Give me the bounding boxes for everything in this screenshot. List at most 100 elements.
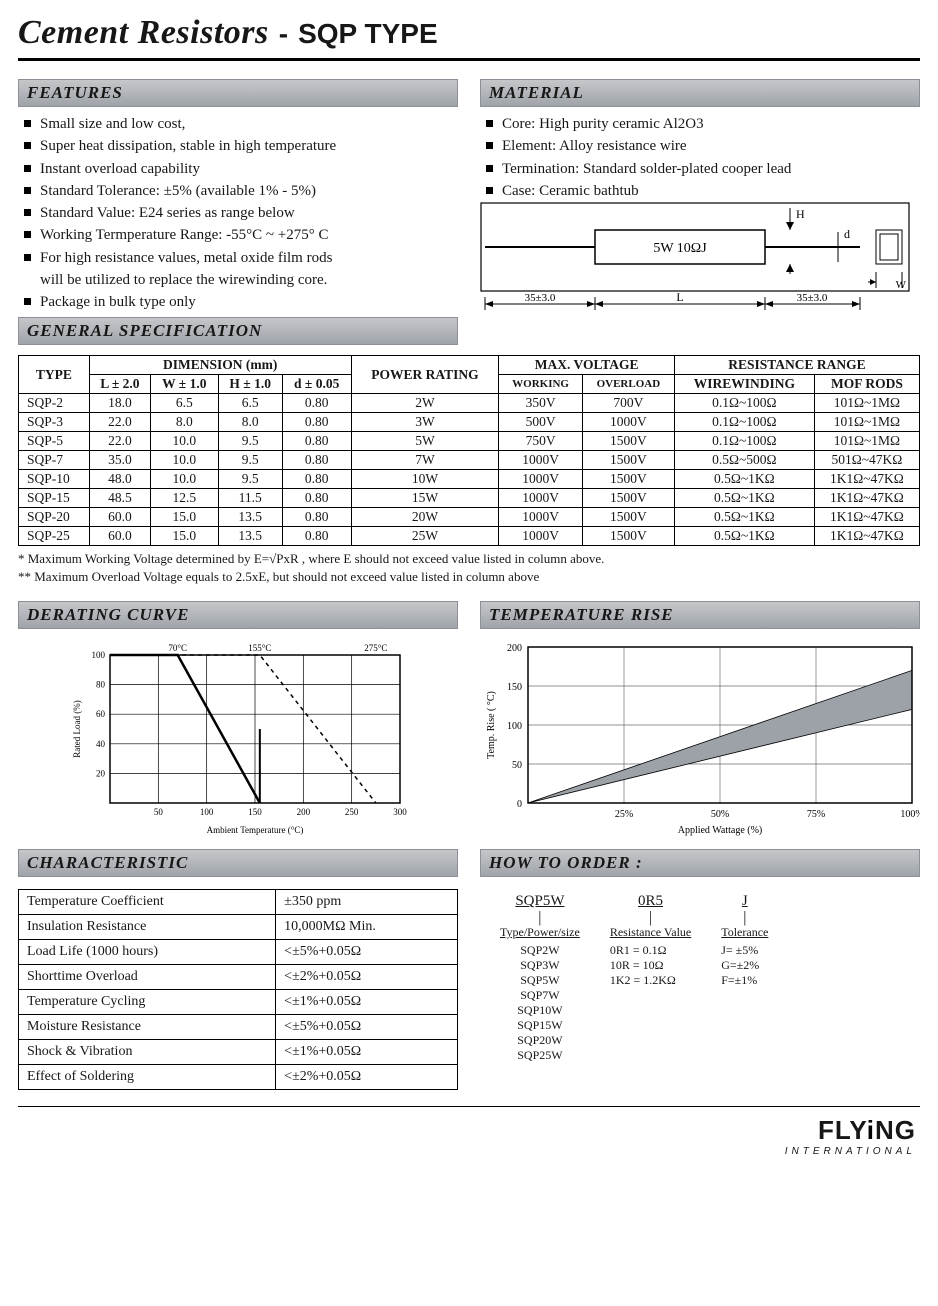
table-cell: 48.0 — [89, 470, 150, 489]
table-cell: 10.0 — [151, 451, 219, 470]
svg-text:100%: 100% — [900, 809, 920, 820]
table-cell: 13.5 — [218, 508, 282, 527]
svg-text:Temp. Rise ( °C): Temp. Rise ( °C) — [486, 691, 497, 759]
table-cell: 101Ω~1MΩ — [814, 394, 919, 413]
order-label: Type/Power/size — [500, 925, 580, 940]
svg-text:35±3.0: 35±3.0 — [525, 292, 556, 304]
svg-text:50: 50 — [154, 807, 164, 817]
table-cell: 3W — [351, 413, 499, 432]
table-cell: 6.5 — [218, 394, 282, 413]
title-sub: SQP TYPE — [298, 18, 438, 50]
table-cell: <±2%+0.05Ω — [276, 1065, 458, 1090]
table-cell: SQP-10 — [19, 470, 90, 489]
brand-part1: FLY — [818, 1115, 867, 1145]
svg-text:20: 20 — [96, 769, 106, 779]
table-cell: 7W — [351, 451, 499, 470]
table-cell: 1500V — [582, 489, 674, 508]
material-list: Core: High purity ceramic Al2O3Element: … — [480, 113, 920, 202]
table-cell: 0.80 — [282, 394, 351, 413]
table-cell: SQP-20 — [19, 508, 90, 527]
features-item: For high resistance values, metal oxide … — [22, 247, 458, 269]
table-cell: 0.1Ω~100Ω — [674, 394, 814, 413]
table-cell: 12.5 — [151, 489, 219, 508]
th-d: d ± 0.05 — [282, 375, 351, 394]
order-values: 0R1 = 0.1Ω10R = 10Ω1K2 = 1.2KΩ — [610, 940, 691, 988]
th-work: WORKING — [499, 375, 583, 394]
material-item: Element: Alloy resistance wire — [484, 135, 920, 157]
features-list: Small size and low cost,Super heat dissi… — [18, 113, 458, 313]
table-cell: 25W — [351, 527, 499, 546]
temprise-chart: 25%50%75%100%050100150200Applied Wattage… — [480, 635, 920, 837]
material-item: Core: High purity ceramic Al2O3 — [484, 113, 920, 135]
table-cell: 9.5 — [218, 470, 282, 489]
table-cell: SQP-5 — [19, 432, 90, 451]
features-heading: FEATURES — [18, 79, 458, 107]
svg-text:50: 50 — [512, 760, 522, 771]
table-cell: Load Life (1000 hours) — [19, 940, 276, 965]
th-maxv: MAX. VOLTAGE — [499, 356, 675, 375]
table-cell: SQP-7 — [19, 451, 90, 470]
material-item: Case: Ceramic bathtub — [484, 180, 920, 202]
order-label: Resistance Value — [610, 925, 691, 940]
table-cell: ±350 ppm — [276, 890, 458, 915]
svg-text:Ambient Temperature (°C): Ambient Temperature (°C) — [207, 825, 304, 835]
table-cell: 10W — [351, 470, 499, 489]
table-cell: 500V — [499, 413, 583, 432]
table-cell: 0.80 — [282, 413, 351, 432]
table-cell: 8.0 — [151, 413, 219, 432]
table-cell: 0.5Ω~1KΩ — [674, 508, 814, 527]
table-cell: 15W — [351, 489, 499, 508]
table-cell: 13.5 — [218, 527, 282, 546]
table-cell: SQP-3 — [19, 413, 90, 432]
svg-text:100: 100 — [507, 721, 522, 732]
characteristic-heading: CHARACTERISTIC — [18, 849, 458, 877]
th-power: POWER RATING — [351, 356, 499, 394]
svg-text:0: 0 — [517, 799, 522, 810]
table-cell: 0.1Ω~100Ω — [674, 432, 814, 451]
svg-text:H: H — [796, 207, 805, 221]
table-cell: 20W — [351, 508, 499, 527]
table-cell: 1000V — [499, 527, 583, 546]
order-grid: SQP5W|Type/Power/sizeSQP2WSQP3WSQP5WSQP7… — [480, 883, 920, 1063]
table-row: Shock & Vibration<±1%+0.05Ω — [19, 1040, 458, 1065]
table-cell: 1K1Ω~47KΩ — [814, 527, 919, 546]
table-cell: <±1%+0.05Ω — [276, 1040, 458, 1065]
table-cell: 0.80 — [282, 489, 351, 508]
table-cell: 501Ω~47KΩ — [814, 451, 919, 470]
th-L: L ± 2.0 — [89, 375, 150, 394]
svg-text:80: 80 — [96, 680, 106, 690]
footer-brand: FLYiNG INTERNATIONAL — [18, 1115, 920, 1157]
brand-sub: INTERNATIONAL — [22, 1146, 916, 1157]
svg-text:60: 60 — [96, 710, 106, 720]
derating-heading: DERATING CURVE — [18, 601, 458, 629]
table-cell: 5W — [351, 432, 499, 451]
svg-text:40: 40 — [96, 739, 106, 749]
features-item: Small size and low cost, — [22, 113, 458, 135]
table-cell: 1000V — [499, 508, 583, 527]
table-cell: SQP-2 — [19, 394, 90, 413]
th-over: OVERLOAD — [582, 375, 674, 394]
table-cell: 0.5Ω~1KΩ — [674, 489, 814, 508]
table-cell: 22.0 — [89, 432, 150, 451]
table-cell: 0.80 — [282, 508, 351, 527]
table-cell: 1000V — [499, 489, 583, 508]
svg-text:200: 200 — [507, 643, 522, 654]
table-cell: 1000V — [499, 451, 583, 470]
temprise-heading: TEMPERATURE RISE — [480, 601, 920, 629]
table-cell: Shock & Vibration — [19, 1040, 276, 1065]
features-item: Super heat dissipation, stable in high t… — [22, 135, 458, 157]
material-heading: MATERIAL — [480, 79, 920, 107]
th-H: H ± 1.0 — [218, 375, 282, 394]
svg-text:200: 200 — [297, 807, 311, 817]
svg-text:d: d — [844, 227, 850, 241]
order-values: SQP2WSQP3WSQP5WSQP7WSQP10WSQP15WSQP20WSQ… — [500, 940, 580, 1063]
svg-text:W: W — [896, 279, 907, 291]
table-row: SQP-2060.015.013.50.8020W1000V1500V0.5Ω~… — [19, 508, 920, 527]
svg-text:100: 100 — [200, 807, 214, 817]
title-rule — [18, 58, 920, 61]
table-cell: 350V — [499, 394, 583, 413]
features-item: Standard Value: E24 series as range belo… — [22, 202, 458, 224]
table-cell: 48.5 — [89, 489, 150, 508]
table-cell: 700V — [582, 394, 674, 413]
table-cell: 9.5 — [218, 432, 282, 451]
